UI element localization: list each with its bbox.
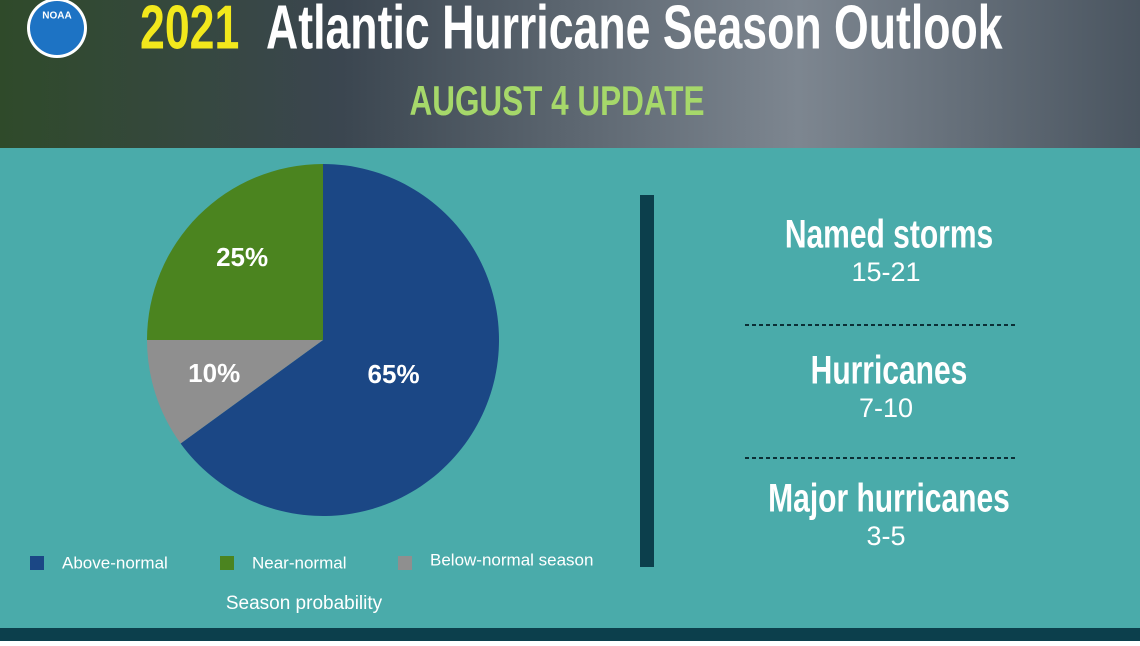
- logo-inner: [30, 1, 84, 55]
- stat-title-group: Major hurricanes: [768, 476, 1010, 520]
- chart-caption: Season probability: [226, 593, 383, 614]
- pie-slice: [147, 340, 323, 444]
- title-year: 2021: [140, 0, 239, 62]
- legend-swatch: [30, 556, 44, 570]
- legend-swatch: [220, 556, 234, 570]
- logo-text: NOAA: [42, 11, 71, 22]
- stat-value: 15-21: [851, 257, 920, 287]
- footer-bar: [0, 628, 1140, 641]
- stat-title: Hurricanes: [811, 348, 968, 392]
- legend-label: Above-normal: [62, 553, 168, 572]
- stat-title: Major hurricanes: [768, 476, 1010, 520]
- stat-title: Named storms: [785, 212, 993, 256]
- pie-slice: [180, 164, 500, 516]
- header-background: [0, 0, 1140, 148]
- stat-value: 7-10: [859, 393, 913, 423]
- subtitle: AUGUST 4 UPDATE: [409, 77, 704, 125]
- pie-slice: [147, 164, 323, 340]
- data-label: 25%: [216, 242, 268, 272]
- stat-title-group: Hurricanes: [811, 348, 968, 392]
- data-label: 65%: [368, 359, 420, 389]
- title: Atlantic Hurricane Season Outlook: [266, 0, 1003, 62]
- data-label: 10%: [188, 358, 240, 388]
- legend-label: Below-normal season: [430, 550, 593, 569]
- legend-label: Near-normal: [252, 553, 346, 572]
- divider: [640, 195, 654, 567]
- stat-value: 3-5: [866, 521, 905, 551]
- legend-swatch: [398, 556, 412, 570]
- stat-title-group: Named storms: [785, 212, 993, 256]
